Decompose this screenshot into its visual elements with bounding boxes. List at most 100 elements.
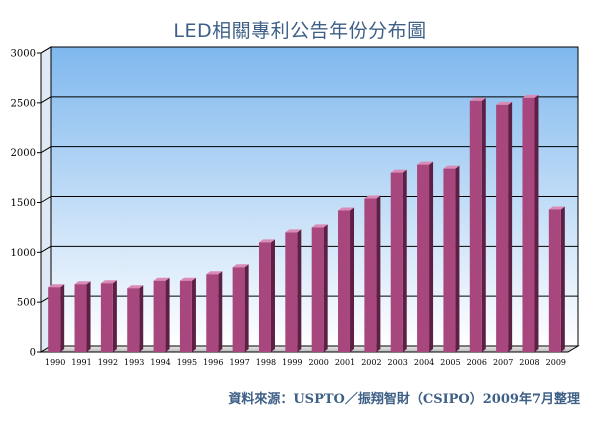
bar [127,285,144,352]
bar-front [548,209,561,352]
y-tick-label: 1000 [11,248,36,259]
bar-front [179,280,192,352]
bar-side [376,195,381,352]
x-tick-label: 1991 [71,358,91,367]
y-tick-label: 500 [17,298,36,309]
bar [100,280,117,352]
bar-front [100,283,113,352]
bar [443,165,460,352]
y-tick-label: 2500 [11,98,36,109]
x-tick-label: 2006 [467,358,487,367]
x-tick-label: 2001 [335,358,355,367]
bar [548,206,565,352]
bar [285,229,302,352]
bar-top [258,239,275,243]
gridline-side [40,146,52,154]
y-tick-label: 3000 [11,49,36,60]
source-note: 資料來源：USPTO／振翔智財（CSIPO）2009年7月整理 [228,392,580,407]
gridline-side [40,46,52,54]
bar-front [390,172,403,352]
bar-front [74,284,87,352]
bar-front [364,198,377,352]
bar-top [153,277,170,281]
bar-side [402,169,407,352]
bar [364,195,381,352]
bar-front [443,168,456,352]
bar-front [469,100,482,352]
bar [496,101,513,353]
gridline-side [40,196,52,203]
y-tick-label: 2000 [11,148,36,159]
bar [258,239,275,352]
bar-top [469,97,486,101]
bar-front [417,164,430,352]
x-tick-label: 1998 [256,358,276,367]
x-tick-label: 2002 [361,358,381,367]
x-tick-label: 1990 [45,358,65,367]
x-tick-label: 2008 [519,358,539,367]
gridline-side [40,245,52,253]
bar-top [390,169,407,173]
x-tick-label: 2000 [308,358,328,367]
bar-top [179,277,196,281]
bar-top [74,281,91,285]
bar-top [496,101,513,105]
bar-top [206,271,223,275]
bar-front [127,288,140,352]
bar-side [534,94,539,352]
bar-side [218,271,223,352]
bar-front [338,210,351,352]
bar-front [258,242,271,352]
bar [74,281,91,352]
y-tick-label: 0 [30,348,36,359]
bar-top [48,284,65,288]
bar [232,264,249,352]
bar-side [270,239,275,352]
bar-front [48,287,61,352]
bar-front [285,232,298,352]
y-axis: 0 500 1000 1500 2000 2500 3000 [11,49,42,359]
bar [179,277,196,352]
x-tick-label: 1999 [282,358,302,367]
x-tick-label: 2009 [546,358,566,367]
x-tick-label: 1994 [150,358,170,367]
bar-top [311,224,328,228]
bar-top [522,94,539,98]
x-tick-label: 2007 [493,358,513,367]
bar-side [191,277,196,352]
bar-top [285,229,302,233]
x-tick-label: 1993 [124,358,144,367]
bar-side [323,224,328,352]
bar-top [338,207,355,211]
bar-side [481,97,486,352]
bar-front [522,97,535,352]
bar-top [417,161,434,165]
bar-side [297,229,302,352]
bar-side [455,165,460,352]
bar-side [508,101,513,353]
bar-front [232,267,245,352]
bar [48,284,65,352]
bar [311,224,328,352]
bar-top [548,206,565,210]
x-tick-label: 2005 [440,358,460,367]
bar-side [165,277,170,352]
bar-front [311,227,324,352]
bar-top [232,264,249,268]
bar-side [60,284,65,352]
x-tick-label: 1992 [98,358,118,367]
bar-top [364,195,381,199]
bar [417,161,434,352]
bar [338,207,355,352]
bar [390,169,407,352]
bar-top [100,280,117,284]
y-tick-label: 1500 [11,198,36,209]
bar-top [443,165,460,169]
bar-top [127,285,144,289]
bar [153,277,170,352]
bar [469,97,486,352]
bar-side [429,161,434,352]
x-tick-label: 1996 [203,358,223,367]
bars [48,94,565,353]
